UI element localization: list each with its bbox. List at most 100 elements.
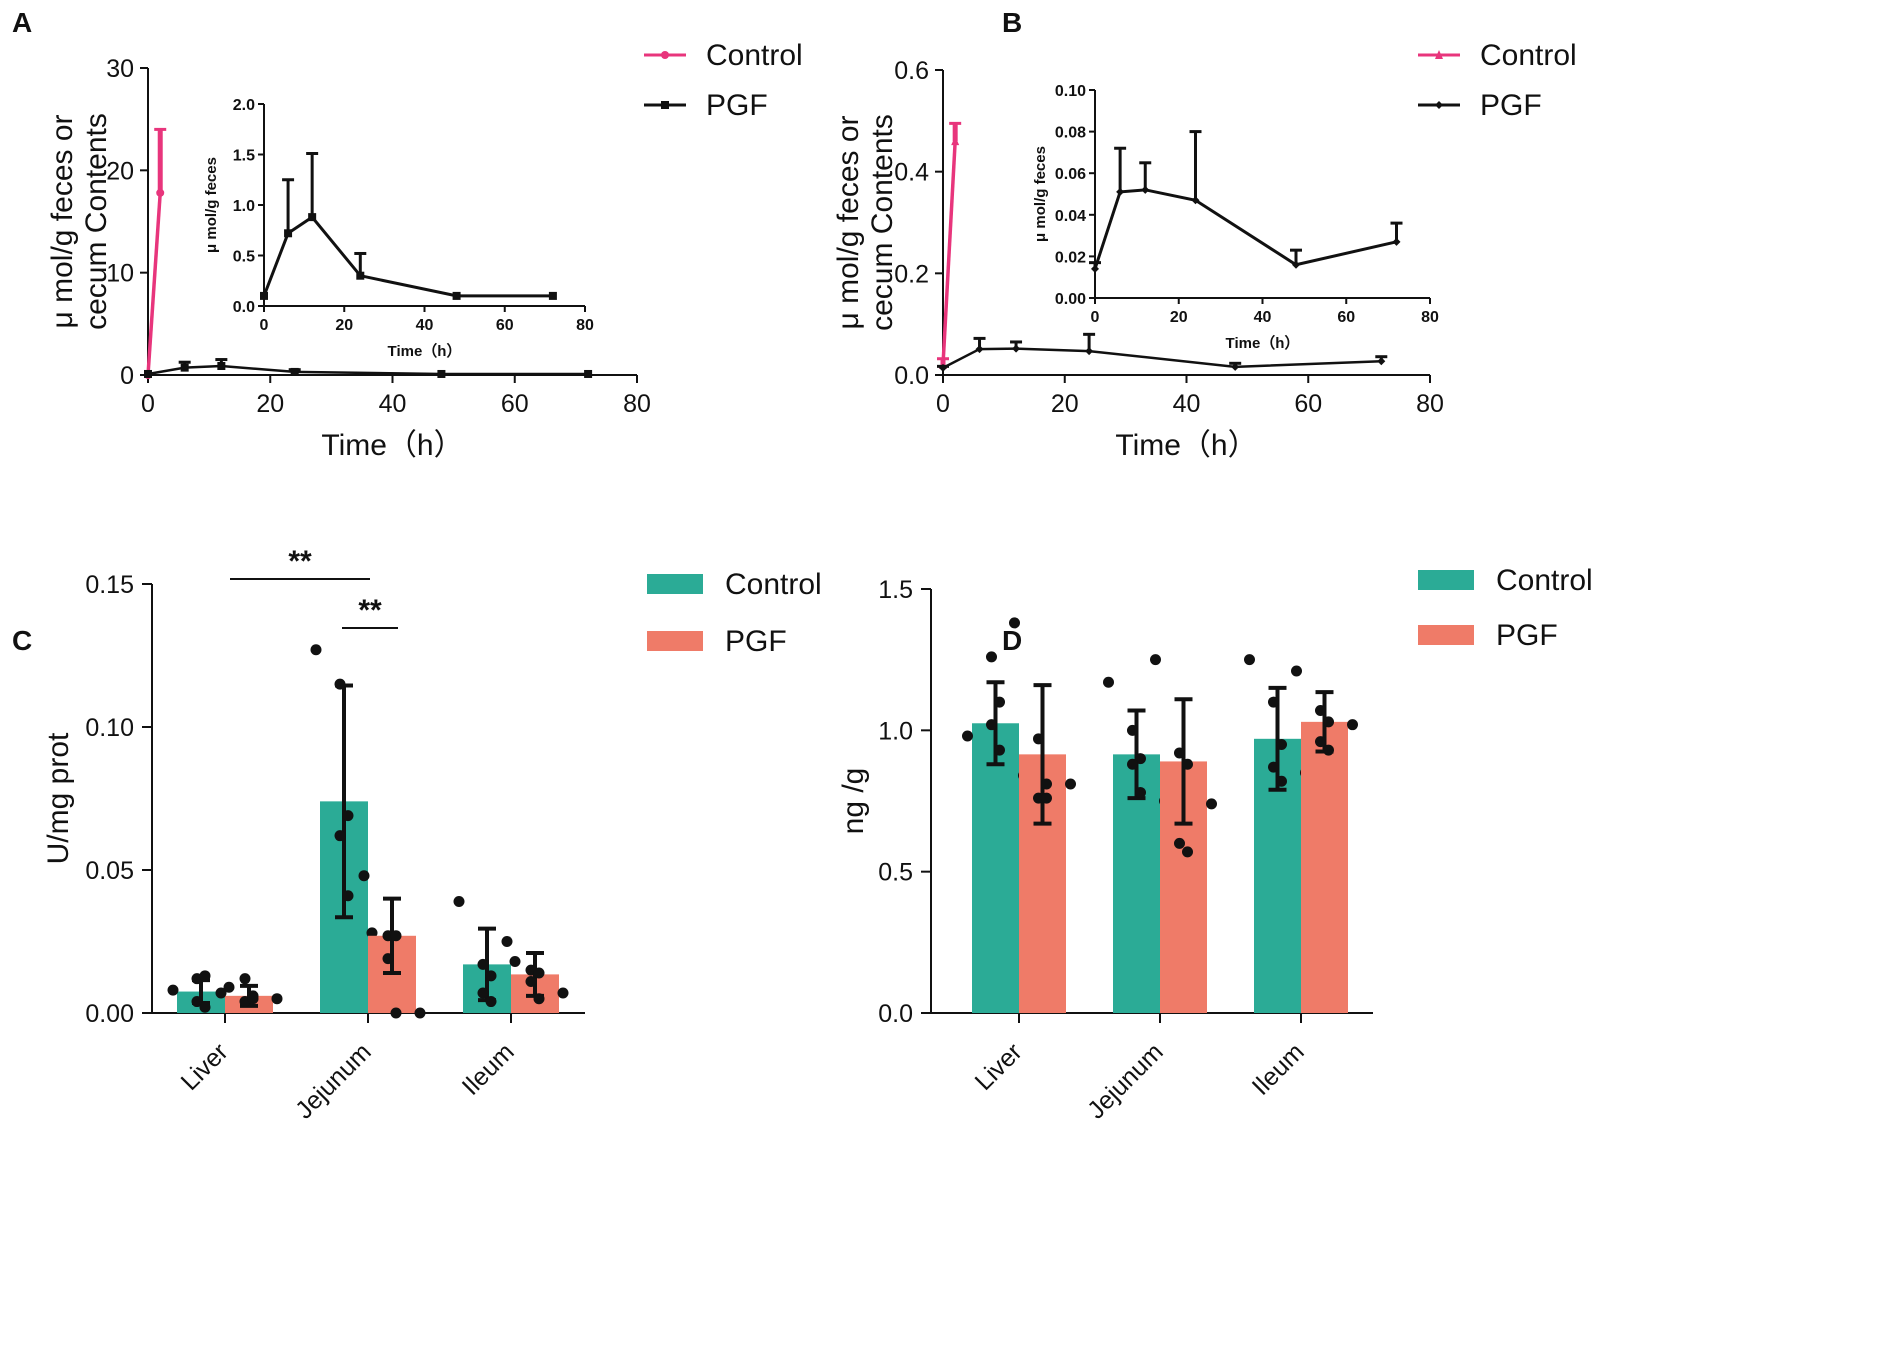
data-point xyxy=(1127,724,1138,736)
panel-label-b: B xyxy=(1002,7,1022,38)
data-point xyxy=(501,936,513,947)
data-point xyxy=(1174,747,1185,759)
inset-data-point xyxy=(308,213,317,222)
inset-x-axis-title: Time（h） xyxy=(388,342,462,360)
x-tick-label: 20 xyxy=(1051,390,1079,418)
y-axis-title-line-1: μ mol/g feces or xyxy=(832,115,865,329)
x-axis-title: Time（h） xyxy=(321,429,463,462)
inset-series-line xyxy=(1093,188,1397,270)
series-line xyxy=(941,141,957,365)
inset-data-point xyxy=(284,229,293,238)
series-line xyxy=(942,347,1382,369)
data-point xyxy=(1315,705,1326,717)
y-tick-label: 0.4 xyxy=(894,159,929,187)
inset-chart: 0 20 40 60 80 0.0 0.5 1.0 1.5 2.0 Time（h） μ mol/g f… xyxy=(203,97,594,360)
legend-marker-pgf xyxy=(661,101,669,109)
data-point xyxy=(1182,758,1193,770)
y-tick-label: 0.10 xyxy=(85,714,134,742)
legend-label-control: Control xyxy=(1480,39,1577,72)
data-point xyxy=(986,651,997,663)
inset-y-tick-label: 1.0 xyxy=(233,198,255,215)
data-point xyxy=(358,870,370,882)
legend-label-control: Control xyxy=(706,39,803,72)
bar-pgf-ileum xyxy=(1301,721,1348,1013)
data-point xyxy=(994,696,1005,708)
y-tick-label: 20 xyxy=(106,157,134,185)
data-point xyxy=(215,987,227,999)
chart-b: 0 20 40 60 80 0.0 0.2 0.4 0.6 Time（h） μ mol/g fece… xyxy=(832,39,1577,462)
legend-marker-control xyxy=(1435,50,1443,59)
inset-series-line xyxy=(262,215,553,298)
inset-y-tick-label: 0.02 xyxy=(1055,249,1086,266)
legend-label-control: Control xyxy=(725,568,822,601)
inset-data-point xyxy=(452,291,461,300)
data-point xyxy=(975,345,984,354)
data-point xyxy=(156,188,165,197)
inset-data-point xyxy=(1141,185,1150,194)
data-point xyxy=(1103,676,1114,688)
legend-label-pgf: PGF xyxy=(1480,89,1542,122)
data-point xyxy=(223,981,235,993)
x-tick-label: 0 xyxy=(936,390,950,418)
data-point xyxy=(1377,357,1386,366)
data-point xyxy=(1231,362,1240,371)
legend-label-pgf: PGF xyxy=(725,625,787,658)
data-point xyxy=(239,973,251,985)
y-axis-title-line-2: cecum Contents xyxy=(866,114,899,331)
legend-swatch-control xyxy=(1418,570,1474,590)
inset-x-tick-label: 60 xyxy=(1337,309,1355,326)
y-axis-title-line-2: cecum Contents xyxy=(80,113,113,330)
data-point xyxy=(1276,738,1287,750)
y-axis-title: ng /g xyxy=(837,768,870,835)
data-point xyxy=(167,984,179,996)
data-point xyxy=(986,719,997,731)
legend-label-pgf: PGF xyxy=(1496,619,1558,652)
y-axis-title: μ mol/g feces orcecum Contents xyxy=(832,114,899,331)
series-line xyxy=(146,192,162,376)
data-point xyxy=(1127,758,1138,770)
significance-label: ** xyxy=(358,594,382,627)
inset-y-tick-label: 0.06 xyxy=(1055,166,1086,183)
data-point xyxy=(1206,798,1217,810)
data-point xyxy=(939,363,947,372)
data-point xyxy=(1041,792,1052,804)
data-point xyxy=(1135,787,1146,799)
data-point xyxy=(453,895,465,907)
inset-x-tick-label: 0 xyxy=(260,317,269,334)
series-pgf xyxy=(937,332,1388,372)
x-tick-label: 60 xyxy=(501,390,529,418)
inset-y-tick-label: 1.5 xyxy=(233,148,255,165)
x-tick-label: 80 xyxy=(623,390,651,418)
chart-a: 0 20 40 60 80 0 10 20 30 Time（h） μ mol/g feces orc… xyxy=(46,39,803,462)
inset-x-tick-label: 40 xyxy=(416,317,434,334)
inset-data-point xyxy=(1392,237,1401,246)
data-point xyxy=(557,987,569,999)
data-point xyxy=(1347,719,1358,731)
data-point xyxy=(414,1007,426,1019)
data-point xyxy=(485,970,497,982)
y-tick-label: 1.0 xyxy=(878,717,913,745)
panel-label-c: C xyxy=(12,625,32,656)
series-control xyxy=(937,121,962,369)
series-pgf xyxy=(144,358,593,378)
data-point xyxy=(477,987,489,999)
legend-marker-control xyxy=(661,51,669,59)
data-point xyxy=(199,970,211,982)
data-point xyxy=(1041,778,1052,790)
x-tick-label: 80 xyxy=(1416,390,1444,418)
x-tick-label-liver: Liver xyxy=(970,1038,1028,1096)
legend-swatch-pgf xyxy=(1418,625,1474,645)
inset-data-point xyxy=(1292,260,1300,269)
data-point xyxy=(525,976,537,988)
data-point xyxy=(1244,654,1255,666)
data-point xyxy=(1323,716,1334,728)
data-point xyxy=(533,967,545,979)
data-point xyxy=(1315,736,1326,748)
x-tick-label: 60 xyxy=(1294,390,1322,418)
inset-y-axis-title: μ mol/g feces xyxy=(1032,146,1049,242)
legend-swatch-control xyxy=(647,574,703,594)
data-point xyxy=(247,993,259,1005)
data-point xyxy=(1268,761,1279,773)
chart-c: 0.00 0.05 0.10 0.15 U/mg prot Liver Jejunum Ile… xyxy=(42,545,822,1125)
inset-x-tick-label: 40 xyxy=(1254,309,1272,326)
